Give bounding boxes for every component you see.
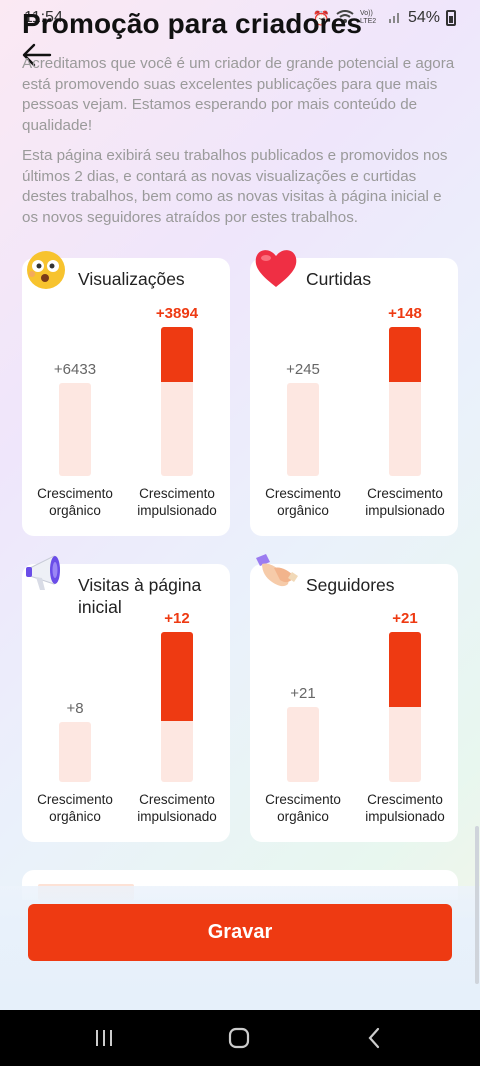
organic-bar [287,707,319,782]
stat-card-views: Visualizações +6433 +3894 Crescimento or… [22,251,230,536]
boosted-bar-fill [389,327,421,382]
stat-card-profile-visits: Visitas à página inicial +8 +12 Crescime… [22,555,230,842]
handshake-icon [252,550,300,598]
organic-bar [59,722,91,782]
scrollbar[interactable] [475,826,479,984]
heart-icon [252,244,300,292]
organic-value: +245 [286,361,320,378]
organic-value: +21 [290,685,316,702]
boosted-value: +12 [164,610,190,627]
organic-bar [287,383,319,476]
organic-label: Crescimento orgânico [265,792,341,824]
wifi-icon [336,9,354,27]
intro-paragraph-2: Esta página exibirá seu trabalhos public… [22,147,448,226]
card-title: Visitas à página inicial [78,575,202,617]
boosted-bar-fill [389,632,421,707]
card-title: Curtidas [306,269,372,289]
organic-label: Crescimento orgânico [37,486,113,518]
recent-apps-button[interactable] [64,1010,144,1066]
boosted-label: Crescimento impulsionado [365,486,445,518]
stat-card-likes: Curtidas +245 +148 Crescimento orgânico … [250,250,458,536]
back-arrow-icon[interactable] [20,40,54,70]
status-bar: 11:54 ⏰ Vo)) LTE2 54% [0,0,480,36]
back-button[interactable] [334,1010,414,1066]
alarm-icon: ⏰ [312,9,330,26]
boosted-label: Crescimento impulsionado [365,792,445,824]
boosted-bar-fill [161,327,193,382]
intro-text: Acreditamos que você é um criador de gra… [22,54,458,228]
boosted-bar [161,327,193,476]
organic-label: Crescimento orgânico [265,486,341,518]
intro-paragraph-1: Acreditamos que você é um criador de gra… [22,55,455,134]
home-button[interactable] [199,1010,279,1066]
battery-percent: 54% [407,9,440,26]
boosted-value: +21 [392,610,418,627]
system-nav-bar [0,1010,480,1066]
status-icons: ⏰ Vo)) LTE2 54% [313,9,456,27]
recent-apps-icon [96,1030,112,1046]
page-title: Promoção para criadores [22,8,362,39]
organic-value: +8 [66,700,84,717]
stat-card-followers: Seguidores +21 +21 Crescimento orgânico … [250,554,458,842]
status-time: 11:54 [24,9,63,26]
boosted-bar-fill [161,632,193,721]
card-title: Seguidores [306,575,395,595]
boosted-bar [161,632,193,782]
signal-icon [388,10,402,27]
card-title: Visualizações [78,269,185,289]
organic-label: Crescimento orgânico [37,792,113,824]
boosted-bar [389,327,421,476]
back-icon [368,1027,380,1049]
boosted-value: +148 [388,305,422,322]
record-button[interactable]: Gravar [28,904,452,961]
boosted-value: +3894 [155,305,199,322]
boosted-label: Crescimento impulsionado [137,792,217,824]
megaphone-icon [24,546,72,594]
home-icon [228,1027,250,1049]
boosted-bar [389,632,421,782]
surprised-face-icon [24,244,72,292]
battery-icon [446,10,456,26]
boosted-label: Crescimento impulsionado [137,486,217,518]
organic-bar [59,383,91,476]
network-label: Vo)) LTE2 [359,10,377,25]
organic-value: +6433 [53,361,97,378]
